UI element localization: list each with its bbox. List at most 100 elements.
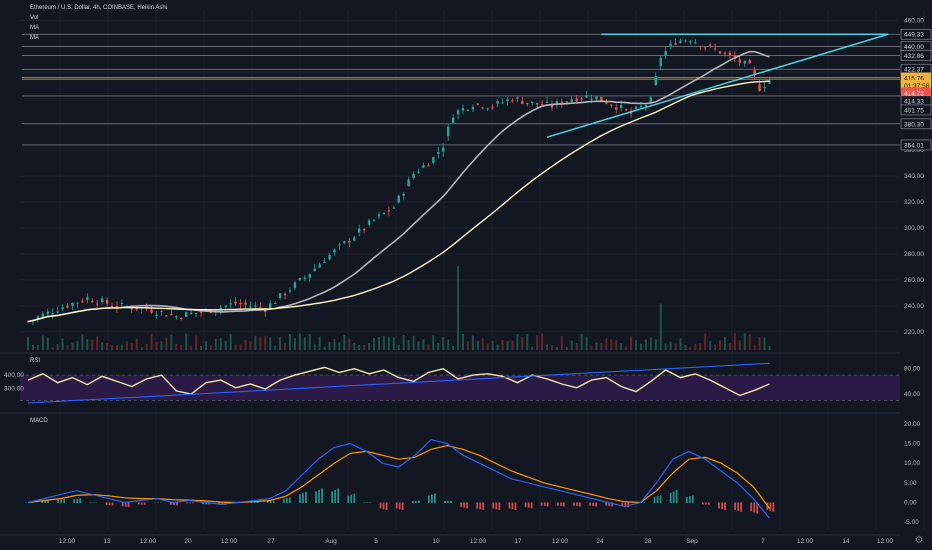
macd-hist-bar <box>524 502 527 508</box>
candle-body <box>437 151 440 154</box>
macd-hist-bar <box>105 502 108 505</box>
candle-body <box>170 314 173 316</box>
volume-bar <box>496 344 499 350</box>
macd-hist-bar <box>385 502 388 511</box>
candle-body <box>313 268 316 272</box>
macd-hist-bar <box>688 496 691 503</box>
candle-body <box>303 277 307 279</box>
volume-bar <box>437 342 440 350</box>
candle-body <box>723 52 727 54</box>
time-tick-label: 20 <box>184 538 192 545</box>
volume-bar <box>244 339 247 350</box>
volume-bar <box>654 339 657 350</box>
volume-bar <box>160 341 163 350</box>
volume-bar <box>165 337 168 350</box>
volume-bar <box>115 345 118 350</box>
macd-hist-bar <box>576 502 578 507</box>
candle-body <box>674 43 677 45</box>
volume-bar <box>353 342 356 350</box>
candle-body <box>555 101 559 105</box>
ma-slow-line <box>27 80 770 323</box>
volume-bar <box>293 338 296 350</box>
macd-hist-bar <box>57 499 60 503</box>
time-axis[interactable]: 12:00 13 12:00 20 12:00 27 Aug 5 10 12:00 17 12:00 2… <box>0 534 900 545</box>
volume-bar <box>491 340 494 350</box>
macd-hist-bar <box>369 502 372 503</box>
volume-bar <box>462 334 464 350</box>
volume-bar <box>284 343 287 350</box>
candle-body <box>432 157 435 163</box>
volume-bar <box>768 346 771 350</box>
macd-tick-label: -5.00 <box>904 519 919 526</box>
macd-hist-bar <box>170 502 172 505</box>
volume-bar <box>323 346 326 350</box>
price-badge-label: 414.73 <box>904 91 924 98</box>
volume-bar <box>106 342 109 350</box>
macd-hist-bar <box>302 493 304 503</box>
macd-hist-bar <box>315 491 317 503</box>
volume-bar <box>219 338 222 350</box>
candle-body <box>254 305 257 307</box>
macd-hist-bar <box>305 491 307 503</box>
ma-legend-1[interactable]: MA <box>30 25 39 31</box>
candle-body <box>728 52 732 56</box>
volume-bar <box>343 334 346 350</box>
macd-hist-bar <box>299 494 301 503</box>
candle-body <box>526 102 529 105</box>
candle-body <box>397 195 400 203</box>
volume-bar <box>447 339 450 350</box>
macd-hist-bar <box>202 502 205 505</box>
volume-bar <box>145 343 148 350</box>
volume-bar <box>348 339 351 350</box>
volume-bar <box>318 336 321 350</box>
macd-hist-bar <box>253 501 256 503</box>
macd-pane[interactable] <box>25 438 775 519</box>
macd-hist-bar <box>173 502 175 506</box>
price-tick-label: 320.00 <box>904 199 924 206</box>
gear-icon[interactable]: ⚙ <box>914 535 924 546</box>
volume-bar <box>328 342 331 350</box>
candle-body <box>535 102 539 105</box>
candle-body <box>150 309 153 313</box>
rsi-legend[interactable]: RSI <box>30 358 41 364</box>
candle-body <box>664 51 667 56</box>
candlestick-series[interactable] <box>26 37 771 326</box>
candle-body <box>66 305 69 308</box>
macd-hist-bar <box>76 498 79 503</box>
volume-legend[interactable]: Vol <box>30 15 39 21</box>
candle-body <box>570 99 573 102</box>
trendlines[interactable] <box>546 33 889 138</box>
time-tick-label: 12:00 <box>140 538 157 545</box>
rsi-pane[interactable] <box>20 362 900 404</box>
volume-bar <box>605 338 608 350</box>
macd-hist-bar <box>769 502 772 511</box>
macd-hist-bar <box>595 502 597 507</box>
ma-legend-2[interactable]: MA <box>30 35 39 41</box>
volume-bar <box>71 342 74 350</box>
candle-body <box>496 101 499 104</box>
macd-hist-bar <box>124 502 127 507</box>
candle-body <box>615 107 618 110</box>
price-badge <box>900 118 932 130</box>
volume-bar <box>368 342 371 350</box>
candle-body <box>357 228 361 233</box>
volume-bar <box>209 345 212 350</box>
macd-hist-bar <box>282 498 285 503</box>
price-axes[interactable]: 460.00440.00420.00400.00380.00360.00340.… <box>4 17 932 526</box>
volume-bar <box>719 340 722 350</box>
candle-body <box>713 48 717 50</box>
candle-body <box>100 298 104 303</box>
macd-hist-bar <box>401 502 404 511</box>
volume-bar <box>714 344 717 350</box>
volume-bar <box>200 346 203 350</box>
macd-hist-bar <box>611 502 614 507</box>
macd-hist-bar <box>269 500 272 503</box>
volume-bar <box>471 335 474 350</box>
macd-legend[interactable]: MACD <box>30 418 48 424</box>
price-badge-label: 415.76 <box>904 75 924 82</box>
macd-hist-bar <box>546 502 549 507</box>
volume-bar <box>333 338 336 350</box>
volume-bar <box>743 333 746 350</box>
candle-body <box>259 306 262 308</box>
